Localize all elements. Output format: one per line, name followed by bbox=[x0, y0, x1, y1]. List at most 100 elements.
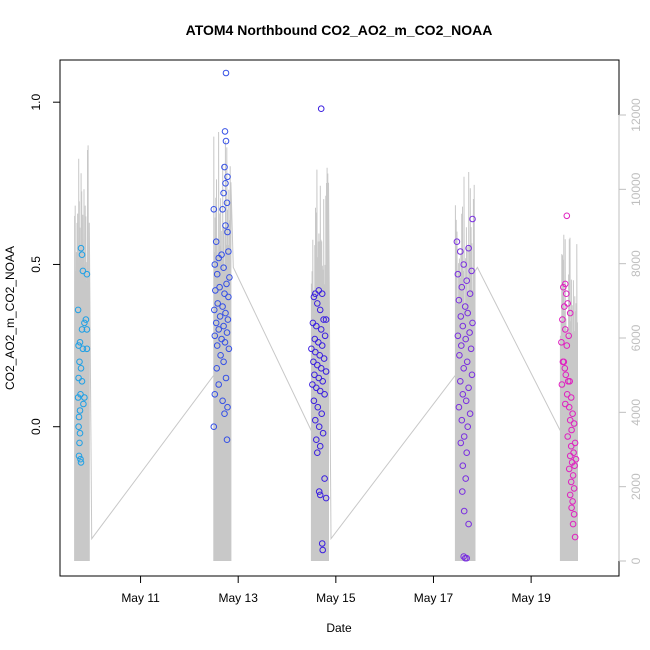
data-point bbox=[75, 413, 83, 421]
data-point bbox=[77, 365, 85, 372]
data-point bbox=[468, 267, 475, 275]
data-point bbox=[222, 374, 230, 382]
data-point bbox=[315, 488, 323, 495]
data-point bbox=[211, 306, 218, 314]
altitude-trace bbox=[74, 131, 578, 562]
right-tick-label: 10000 bbox=[629, 172, 643, 206]
data-point bbox=[455, 403, 463, 411]
data-point bbox=[211, 391, 219, 398]
data-point bbox=[214, 300, 221, 307]
data-point bbox=[222, 309, 229, 317]
data-point bbox=[322, 316, 330, 323]
x-axis-label: Date bbox=[326, 621, 352, 635]
data-point bbox=[315, 423, 323, 431]
data-point bbox=[468, 371, 476, 379]
data-point bbox=[77, 455, 84, 463]
data-point bbox=[215, 254, 222, 262]
data-point bbox=[310, 397, 318, 405]
x-tick-label: May 11 bbox=[121, 591, 160, 605]
data-point bbox=[562, 280, 569, 288]
data-point bbox=[310, 358, 317, 366]
data-point bbox=[220, 264, 227, 272]
data-point bbox=[566, 378, 574, 385]
right-tick-label: 6000 bbox=[629, 324, 643, 351]
data-point bbox=[458, 342, 465, 349]
data-point bbox=[464, 309, 472, 317]
data-point bbox=[461, 303, 469, 310]
data-point bbox=[224, 228, 231, 236]
data-point bbox=[465, 244, 472, 252]
data-point bbox=[571, 439, 579, 447]
data-point bbox=[466, 410, 474, 418]
data-point bbox=[560, 283, 567, 291]
data-point bbox=[464, 423, 472, 431]
data-point bbox=[565, 403, 573, 411]
data-point bbox=[567, 442, 575, 450]
data-point bbox=[321, 391, 328, 398]
data-point bbox=[316, 306, 324, 314]
data-point bbox=[77, 244, 85, 252]
data-point bbox=[315, 339, 322, 346]
data-point bbox=[317, 326, 325, 333]
x-tick-label: May 19 bbox=[511, 591, 551, 605]
data-point bbox=[466, 290, 474, 298]
data-point bbox=[459, 322, 467, 330]
data-point bbox=[559, 358, 567, 366]
data-point bbox=[316, 442, 324, 450]
data-point bbox=[460, 507, 468, 515]
data-point bbox=[221, 339, 229, 346]
data-point bbox=[215, 326, 222, 333]
data-point bbox=[222, 222, 229, 229]
data-point bbox=[562, 326, 569, 333]
data-point bbox=[223, 436, 231, 444]
data-point bbox=[212, 238, 220, 245]
data-point bbox=[570, 511, 578, 518]
data-point bbox=[311, 371, 318, 379]
data-point bbox=[210, 423, 218, 431]
data-point bbox=[316, 352, 324, 359]
data-point bbox=[565, 465, 573, 473]
data-point bbox=[213, 365, 220, 372]
data-point bbox=[318, 540, 326, 547]
series-group bbox=[210, 69, 233, 444]
data-point bbox=[459, 462, 467, 470]
data-point bbox=[221, 410, 228, 418]
data-point bbox=[318, 410, 326, 418]
data-point bbox=[563, 290, 570, 298]
data-point bbox=[558, 381, 566, 388]
data-point bbox=[569, 520, 577, 528]
data-point bbox=[563, 212, 571, 220]
data-point bbox=[219, 303, 226, 310]
data-point bbox=[75, 374, 82, 382]
data-point bbox=[456, 352, 463, 359]
data-point bbox=[313, 384, 320, 392]
data-point bbox=[213, 270, 221, 278]
data-point bbox=[76, 407, 84, 414]
data-point bbox=[82, 316, 90, 323]
data-point bbox=[220, 358, 227, 366]
data-point bbox=[312, 416, 319, 424]
y-axis: 0.0 0.5 1.0 bbox=[29, 94, 61, 435]
data-point bbox=[210, 206, 218, 213]
data-point bbox=[77, 459, 85, 466]
data-point bbox=[76, 358, 83, 366]
data-point bbox=[83, 270, 91, 278]
data-point bbox=[457, 248, 464, 255]
data-point bbox=[225, 293, 232, 301]
data-point bbox=[314, 300, 321, 307]
data-point bbox=[225, 248, 232, 255]
x-axis: May 11 May 13 May 15 May 17 May 19 bbox=[121, 575, 551, 605]
data-point bbox=[223, 280, 230, 288]
data-point bbox=[319, 429, 327, 437]
series-group bbox=[74, 244, 91, 466]
data-point bbox=[81, 319, 88, 327]
data-point bbox=[316, 387, 324, 395]
y-axis-label: CO2_AO2_m_CO2_NOAA bbox=[3, 246, 17, 390]
data-point bbox=[318, 290, 326, 298]
data-point bbox=[463, 554, 471, 562]
data-point bbox=[320, 355, 328, 362]
data-point bbox=[217, 352, 224, 359]
data-point bbox=[319, 546, 327, 554]
right-tick-label: 2000 bbox=[629, 473, 643, 500]
data-point bbox=[222, 69, 230, 77]
